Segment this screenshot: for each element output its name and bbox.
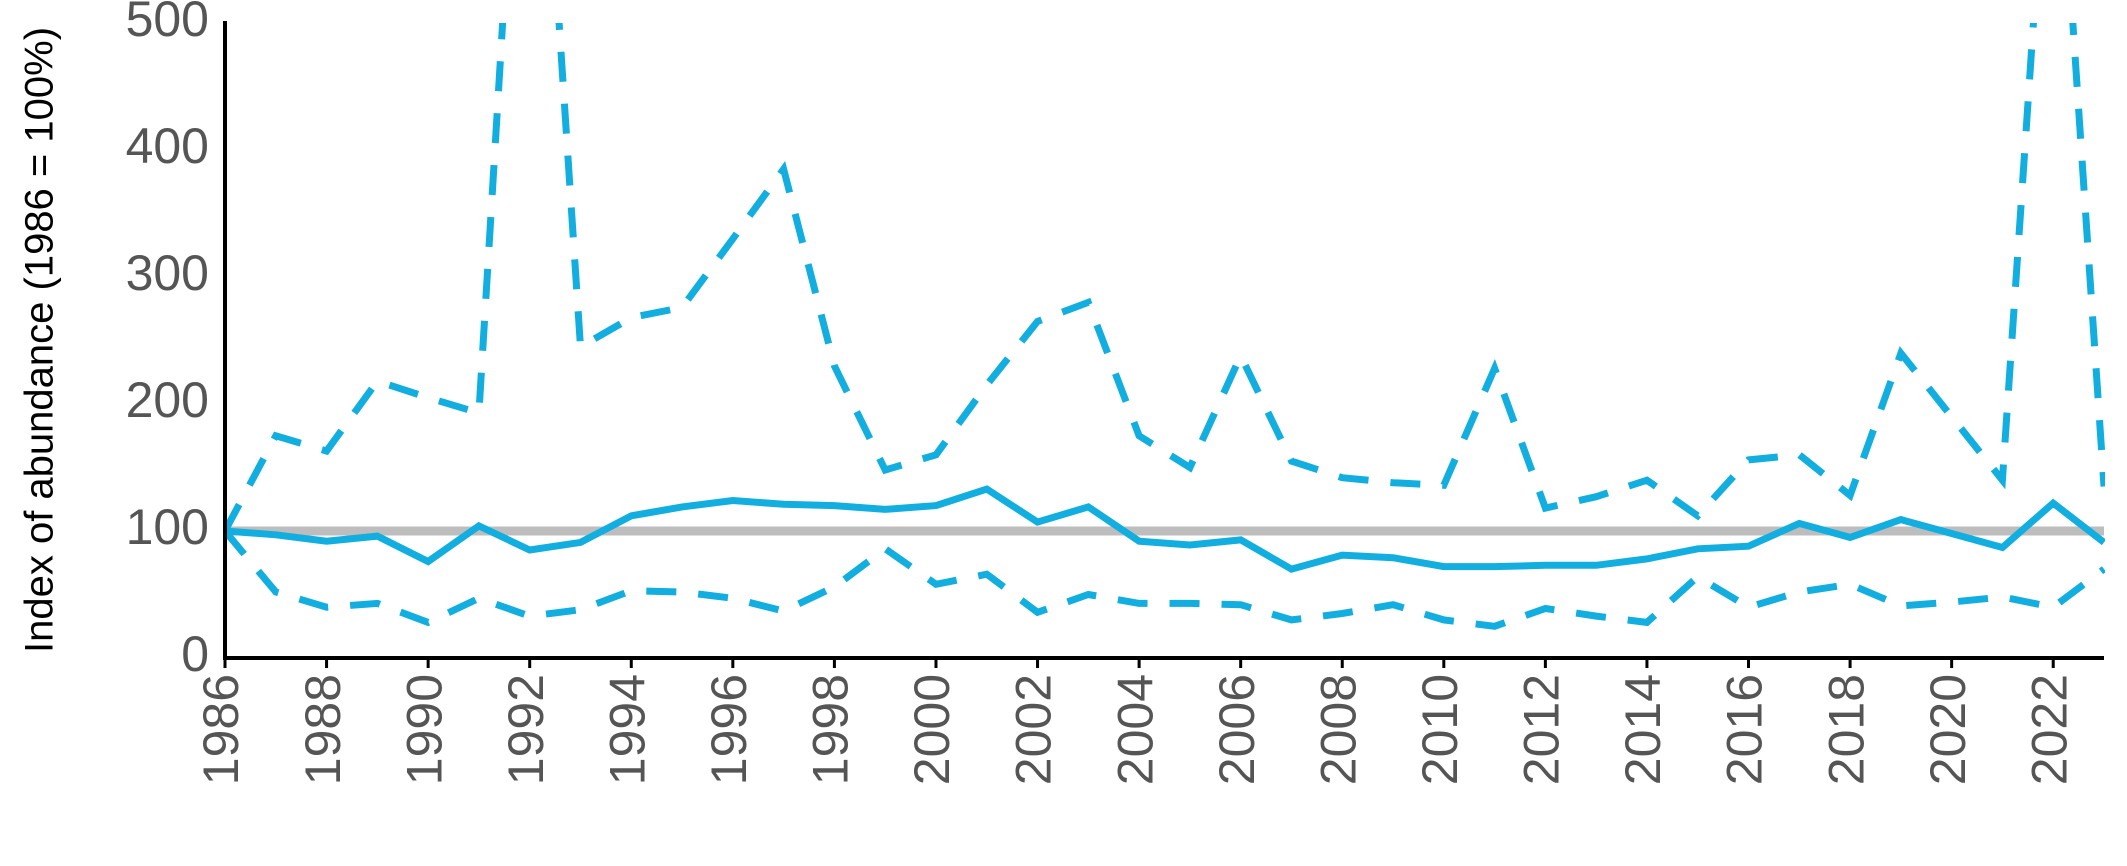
x-tick-label: 2006 bbox=[1209, 674, 1265, 785]
y-tick-label: 500 bbox=[126, 0, 209, 47]
x-tick-label: 2022 bbox=[2021, 674, 2077, 785]
x-tick-label: 1998 bbox=[803, 674, 859, 785]
x-tick-label: 1992 bbox=[498, 674, 554, 785]
y-tick-label: 300 bbox=[126, 245, 209, 301]
x-tick-label: 1996 bbox=[701, 674, 757, 785]
y-tick-label: 100 bbox=[126, 499, 209, 555]
x-tick-label: 2002 bbox=[1006, 674, 1062, 785]
x-tick-label: 2004 bbox=[1107, 674, 1163, 785]
index-line bbox=[225, 485, 2105, 573]
x-tick-label: 2016 bbox=[1717, 674, 1773, 785]
x-tick-label: 2010 bbox=[1412, 674, 1468, 785]
x-tick-label: 2020 bbox=[1920, 674, 1976, 785]
y-tick-label: 400 bbox=[126, 118, 209, 174]
x-tick-label: 2014 bbox=[1615, 674, 1671, 785]
x-tick-label: 2018 bbox=[1818, 674, 1874, 785]
x-tick-label: 1986 bbox=[193, 674, 249, 785]
interval-line bbox=[225, 23, 2105, 533]
x-tick-label: 1988 bbox=[295, 674, 351, 785]
x-tick-label: 2012 bbox=[1514, 674, 1570, 785]
y-tick-label: 0 bbox=[181, 626, 209, 682]
x-tick-label: 2000 bbox=[904, 674, 960, 785]
x-tick-label: 1994 bbox=[599, 674, 655, 785]
y-axis-title: Index of abundance (1986 = 100%) bbox=[18, 27, 62, 653]
x-tick-label: 2008 bbox=[1310, 674, 1366, 785]
x-tick-label: 1990 bbox=[396, 674, 452, 785]
plot-area bbox=[225, 23, 2105, 630]
y-tick-label: 200 bbox=[126, 372, 209, 428]
